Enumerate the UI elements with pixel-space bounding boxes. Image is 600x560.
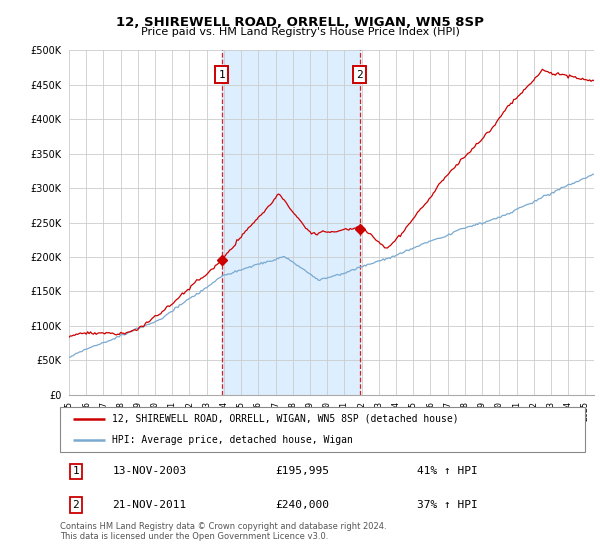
FancyBboxPatch shape [60, 407, 585, 452]
Text: 1: 1 [218, 69, 225, 80]
Text: 12, SHIREWELL ROAD, ORRELL, WIGAN, WN5 8SP (detached house): 12, SHIREWELL ROAD, ORRELL, WIGAN, WN5 8… [113, 414, 459, 424]
Text: 12, SHIREWELL ROAD, ORRELL, WIGAN, WN5 8SP: 12, SHIREWELL ROAD, ORRELL, WIGAN, WN5 8… [116, 16, 484, 29]
Text: 21-NOV-2011: 21-NOV-2011 [113, 500, 187, 510]
Text: £195,995: £195,995 [275, 466, 329, 477]
Text: Price paid vs. HM Land Registry's House Price Index (HPI): Price paid vs. HM Land Registry's House … [140, 27, 460, 37]
Text: HPI: Average price, detached house, Wigan: HPI: Average price, detached house, Wiga… [113, 435, 353, 445]
Text: 1: 1 [73, 466, 79, 477]
Text: Contains HM Land Registry data © Crown copyright and database right 2024.
This d: Contains HM Land Registry data © Crown c… [60, 522, 386, 542]
Text: 2: 2 [356, 69, 363, 80]
Bar [221, 50, 360, 395]
Text: 13-NOV-2003: 13-NOV-2003 [113, 466, 187, 477]
Text: £240,000: £240,000 [275, 500, 329, 510]
Text: 37% ↑ HPI: 37% ↑ HPI [417, 500, 478, 510]
Text: 2: 2 [73, 500, 79, 510]
Text: 41% ↑ HPI: 41% ↑ HPI [417, 466, 478, 477]
